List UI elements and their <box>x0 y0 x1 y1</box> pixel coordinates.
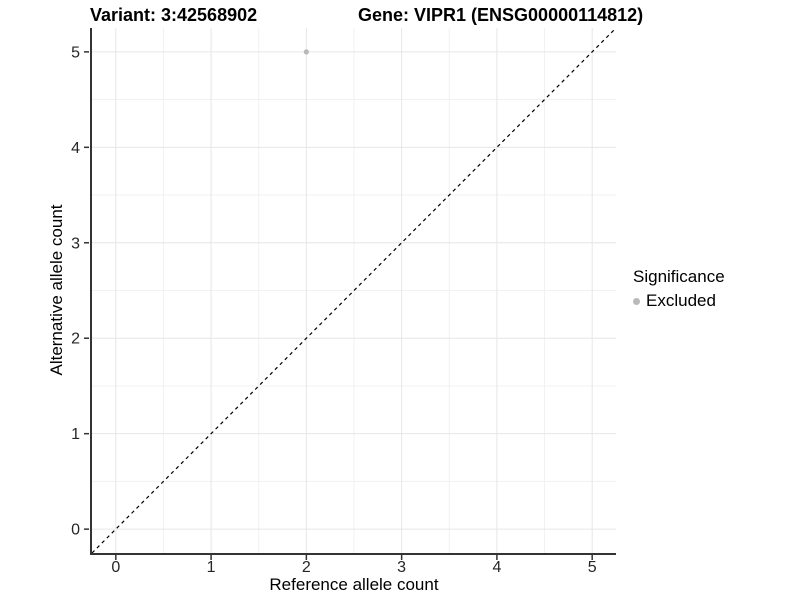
x-tick-label: 2 <box>302 559 311 576</box>
y-tick-label: 4 <box>71 140 80 157</box>
y-tick-label: 0 <box>71 522 80 539</box>
x-tick-label: 5 <box>588 559 597 576</box>
legend-item-excluded: Excluded <box>633 291 725 311</box>
legend: Significance Excluded <box>633 266 725 311</box>
x-tick-label: 1 <box>207 559 216 576</box>
variant-title: Variant: 3:42568902 <box>90 5 258 25</box>
legend-title: Significance <box>633 267 725 286</box>
y-axis-title: Alternative allele count <box>47 204 66 376</box>
x-axis-title: Reference allele count <box>269 575 439 594</box>
y-tick-label: 2 <box>71 331 80 348</box>
identity-reference-line <box>91 27 617 554</box>
x-tick-label: 4 <box>492 559 501 576</box>
legend-item-label: Excluded <box>646 291 716 310</box>
y-tick-label: 5 <box>71 44 80 61</box>
x-tick-label: 0 <box>111 559 120 576</box>
x-tick-label: 3 <box>397 559 406 576</box>
y-tick-label: 1 <box>71 426 80 443</box>
data-point <box>303 49 309 55</box>
legend-point-icon <box>633 297 640 305</box>
y-tick-label: 3 <box>71 235 80 252</box>
gene-title: Gene: VIPR1 (ENSG00000114812) <box>358 5 644 25</box>
